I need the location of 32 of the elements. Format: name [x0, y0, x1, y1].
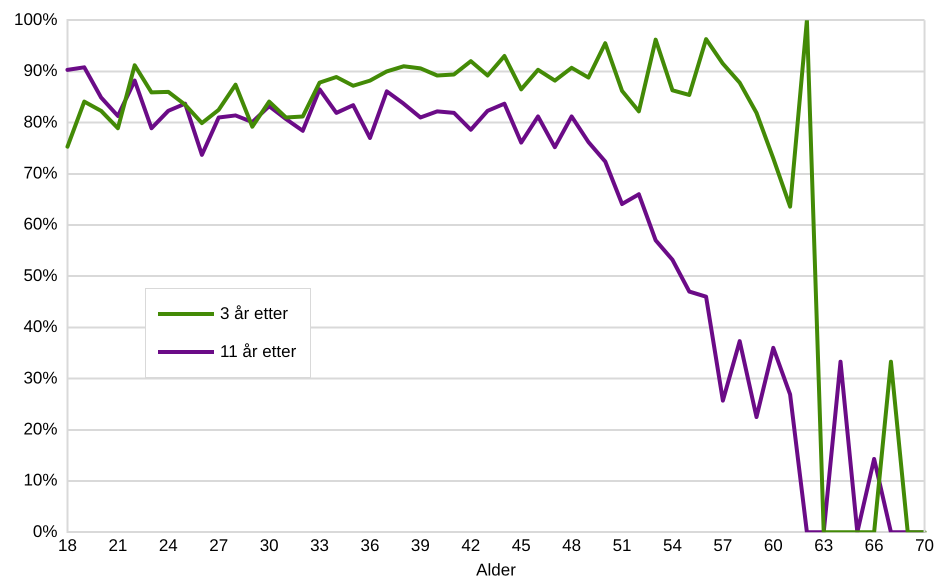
x-tick-label: 42 [461, 536, 480, 556]
y-tick-label: 20% [23, 419, 58, 438]
x-tick-label: 24 [158, 536, 178, 556]
x-tick-label: 57 [713, 536, 732, 556]
y-tick-label: 90% [23, 61, 58, 80]
x-axis-title: Alder [476, 560, 516, 580]
x-tick-label: 33 [310, 536, 330, 556]
x-tick-label: 45 [512, 536, 531, 556]
x-tick-label: 21 [108, 536, 128, 556]
x-tick-label: 66 [864, 536, 884, 556]
x-tick-label: 63 [814, 536, 834, 556]
y-tick-label: 10% [23, 470, 58, 490]
x-tick-label: 18 [58, 536, 77, 556]
x-tick-label: 30 [260, 536, 279, 556]
y-tick-label: 60% [23, 214, 58, 234]
x-tick-label: 27 [209, 536, 228, 556]
x-tick-label: 39 [410, 536, 430, 556]
y-tick-label: 80% [23, 112, 58, 132]
legend-label: 3 år etter [220, 304, 288, 324]
x-tick-label: 51 [612, 536, 632, 556]
x-tick-label: 36 [360, 536, 380, 556]
y-tick-label: 50% [23, 266, 58, 285]
x-tick-label: 60 [764, 536, 783, 556]
y-tick-label: 100% [14, 10, 58, 29]
legend-label: 11 år etter [220, 342, 296, 362]
y-tick-label: 40% [23, 317, 58, 336]
y-tick-label: 30% [23, 368, 58, 388]
x-tick-label: 54 [663, 536, 682, 556]
x-tick-label: 70 [915, 536, 934, 556]
y-tick-label: 70% [23, 163, 58, 182]
x-tick-label: 48 [562, 536, 582, 556]
y-tick-label: 0% [32, 522, 58, 541]
